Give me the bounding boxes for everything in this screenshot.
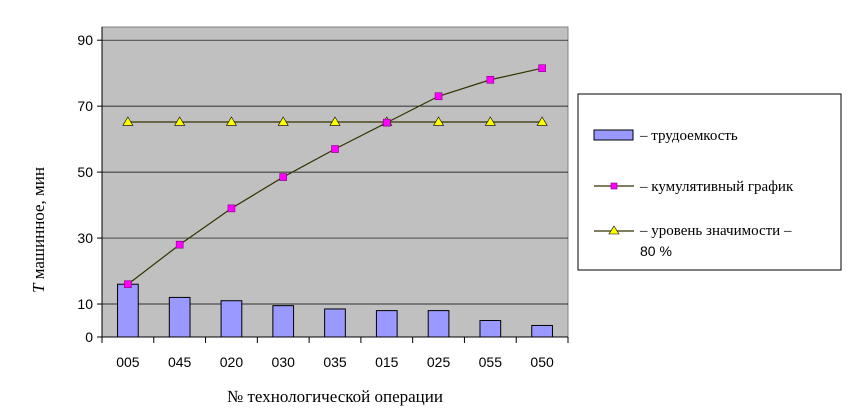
- y-tick-label: 0: [85, 329, 93, 345]
- level-point: [122, 116, 134, 126]
- cumulative-point: [279, 173, 288, 181]
- x-tick-label: 050: [530, 354, 554, 370]
- x-tick-label: 055: [479, 354, 503, 370]
- legend-swatch-level-marker: [608, 225, 620, 235]
- cumulative-point: [175, 240, 184, 249]
- x-tick-label: 025: [427, 354, 451, 370]
- level-point: [433, 116, 445, 126]
- level-point: [277, 116, 289, 126]
- cumulative-point: [434, 92, 443, 101]
- y-tick-labels: 0 10 30 50 70 90: [77, 32, 93, 345]
- y-tick-label: 90: [77, 32, 93, 48]
- bar: [117, 283, 139, 338]
- cumulative-point: [538, 64, 546, 73]
- y-axis-title-italic: T: [29, 282, 48, 293]
- y-axis-title-rest: машинное, мин: [29, 167, 48, 284]
- grid-lines: [102, 39, 568, 305]
- level-point: [536, 116, 548, 126]
- legend-label-cumulative: – кумулятивный график: [639, 179, 794, 195]
- cumulative-point: [486, 75, 495, 84]
- cumulative-point: [331, 145, 339, 153]
- cumulative-point: [227, 204, 236, 213]
- plot-area: [101, 26, 569, 338]
- bar: [375, 310, 398, 338]
- x-tick-label: 015: [375, 354, 399, 370]
- cumulative-point: [124, 280, 132, 289]
- level-point: [329, 116, 341, 126]
- x-tick-label: 005: [116, 354, 140, 370]
- y-axis-title: T машинное, мин: [29, 167, 48, 293]
- bar: [324, 308, 346, 338]
- x-tick-label: 035: [323, 354, 347, 370]
- bar: [531, 324, 553, 338]
- x-axis-title: № технологической операции: [227, 387, 443, 406]
- axes: [97, 27, 569, 343]
- line-series: [122, 64, 548, 289]
- level-point: [174, 116, 186, 126]
- x-tick-labels: 005 045 020 030 035 015 025 055 050: [116, 354, 554, 370]
- x-tick-label: 030: [272, 354, 296, 370]
- bar: [168, 296, 191, 338]
- y-tick-label: 70: [77, 98, 93, 114]
- y-tick-label: 30: [77, 230, 93, 246]
- x-tick-label: 020: [220, 354, 244, 370]
- legend-box: [577, 93, 842, 271]
- bar: [427, 310, 450, 338]
- legend-label-level-cont: 80 %: [640, 243, 672, 259]
- y-tick-label: 50: [77, 164, 93, 180]
- y-tick-label: 10: [77, 296, 93, 312]
- level-point: [225, 116, 237, 126]
- legend-swatch-bar: [593, 129, 634, 141]
- legend-label-level: – уровень значимости –: [639, 223, 792, 239]
- bar: [220, 300, 243, 338]
- legend: – трудоемкость – кумулятивный график – у…: [577, 93, 842, 271]
- bar: [479, 320, 502, 338]
- legend-swatch-cumulative-marker: [610, 182, 618, 190]
- level-point: [484, 116, 496, 126]
- x-tick-label: 045: [168, 354, 192, 370]
- legend-label-bar: – трудоемкость: [639, 128, 738, 144]
- bar: [272, 305, 295, 338]
- cumulative-point: [382, 118, 391, 127]
